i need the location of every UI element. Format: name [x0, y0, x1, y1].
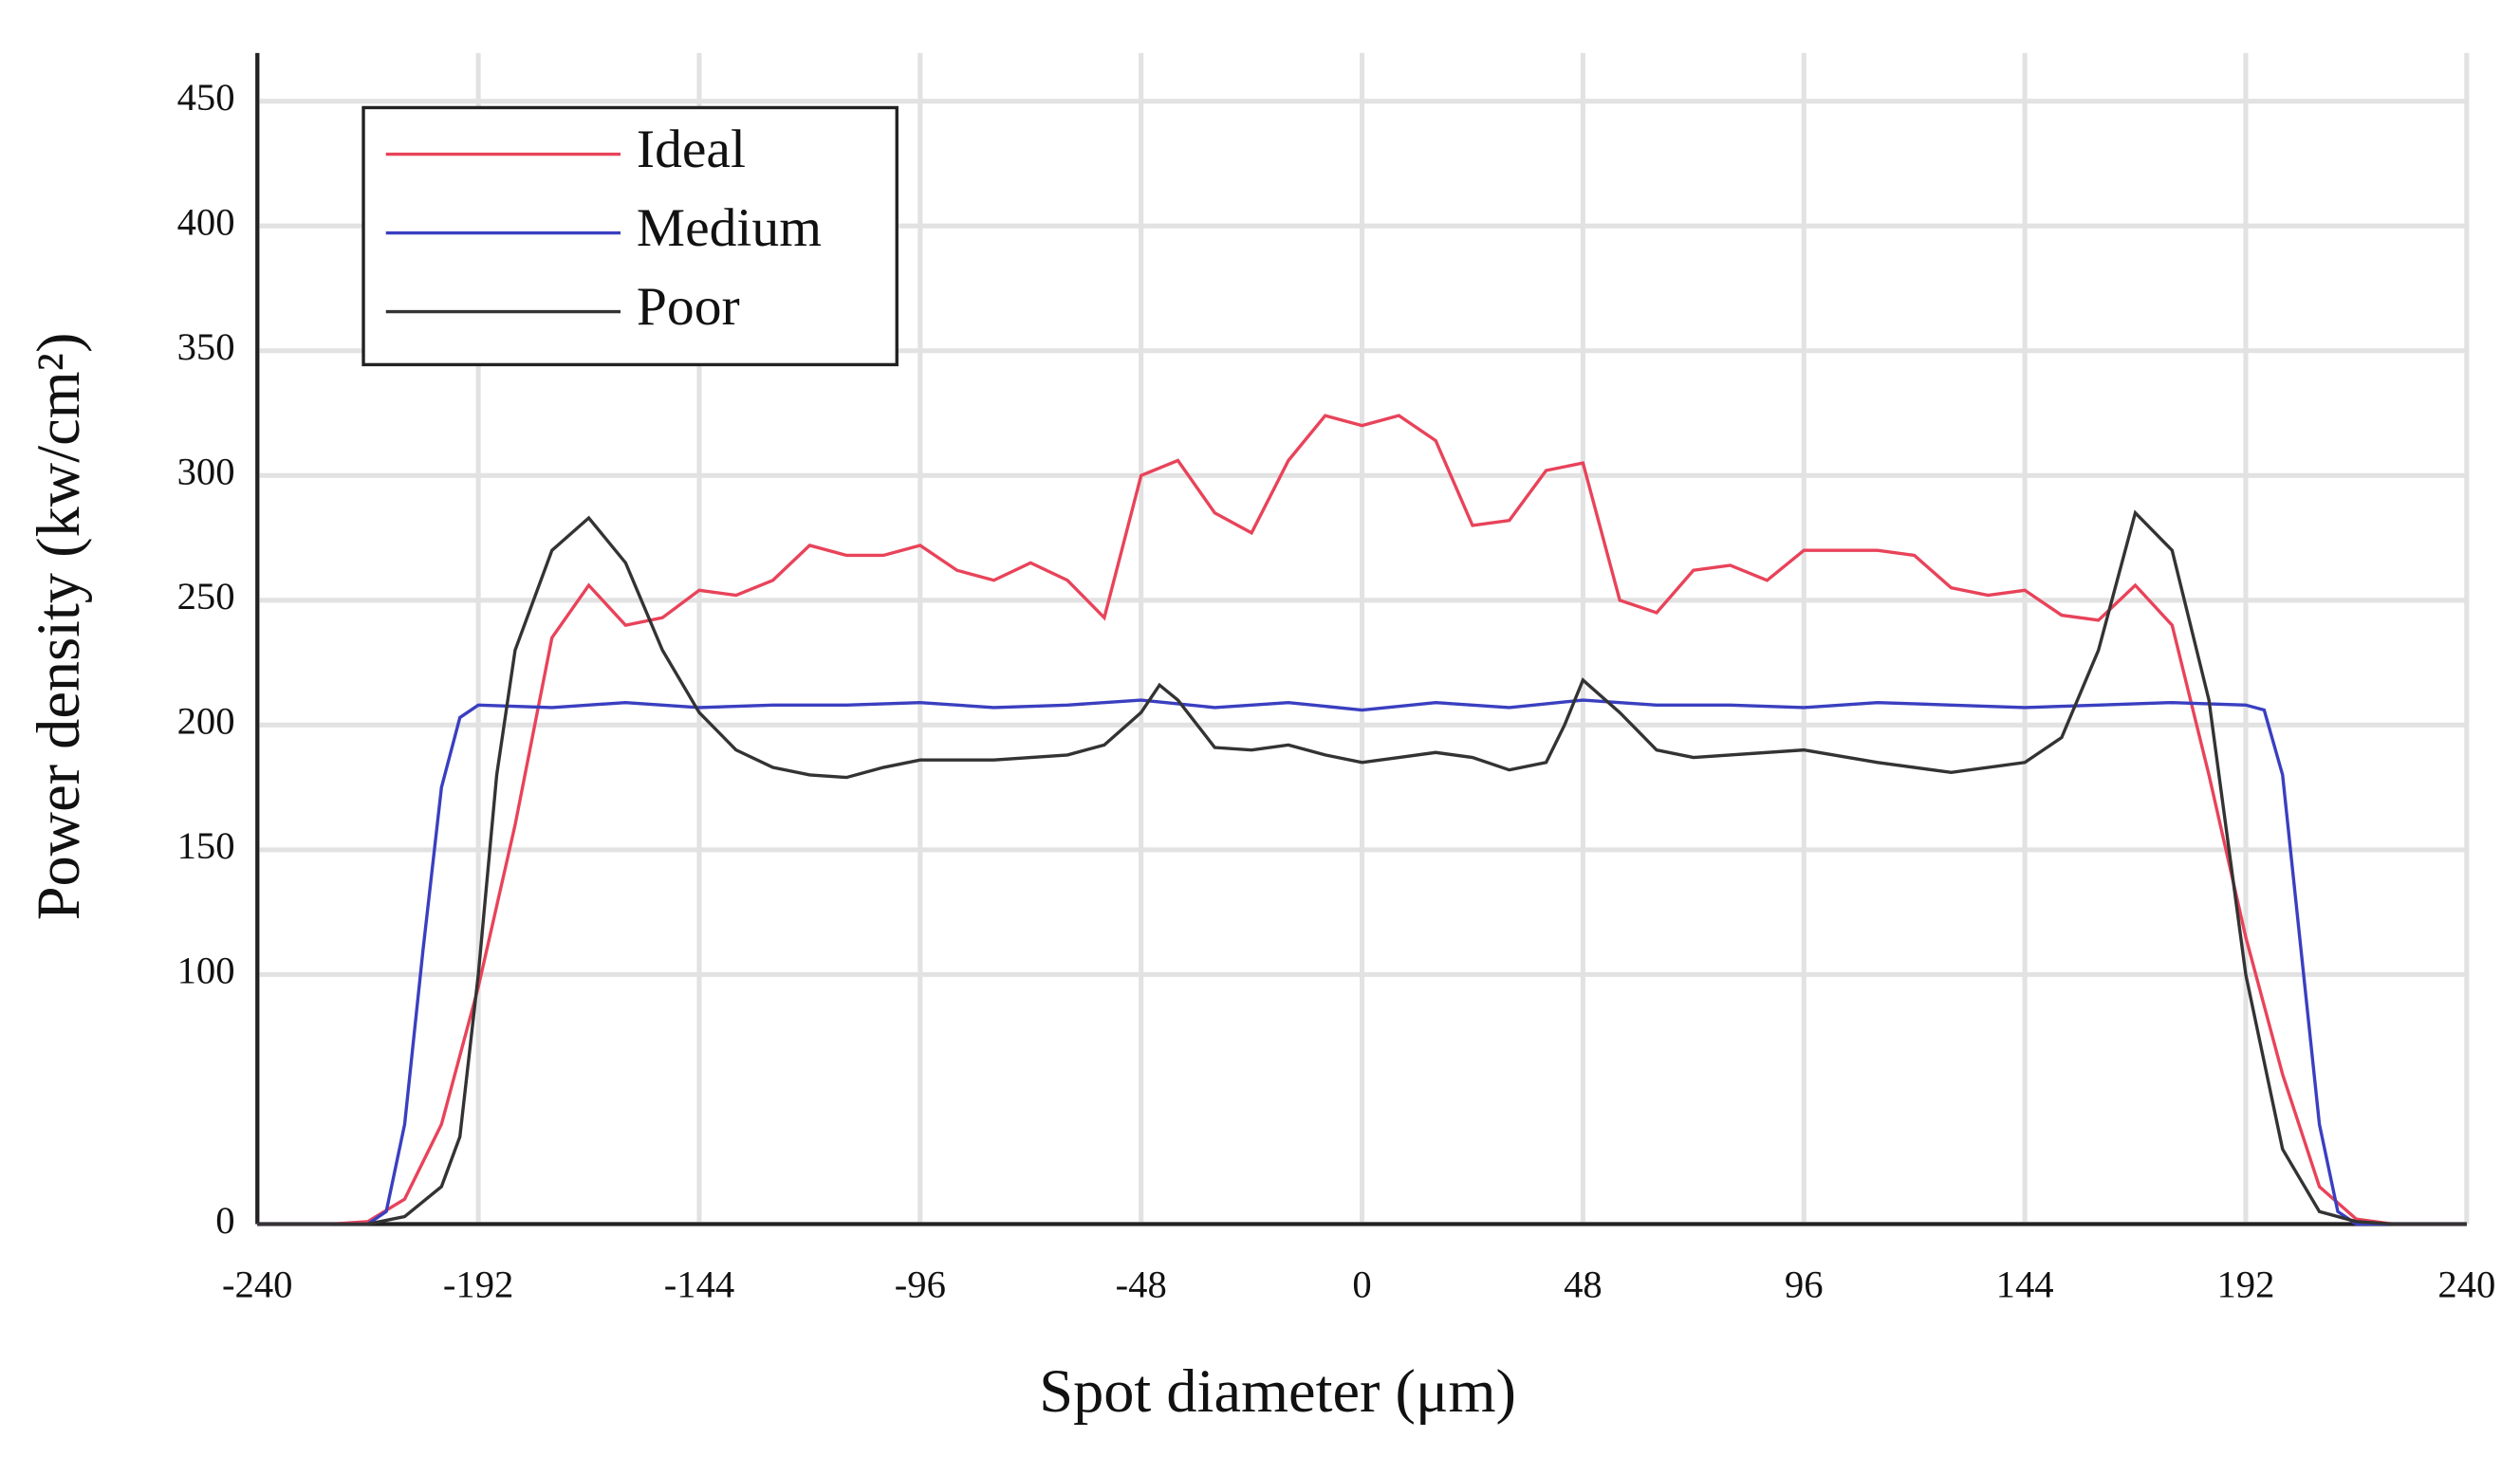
y-tick-label: 0 — [215, 1199, 234, 1242]
y-tick-label: 400 — [177, 201, 235, 244]
y-tick-label: 200 — [177, 700, 235, 743]
y-axis-label: Power density (kw/cm²) — [25, 333, 92, 921]
x-tick-label: 144 — [1996, 1263, 2054, 1306]
legend: Ideal Medium Poor — [361, 105, 899, 367]
x-tick-label: -240 — [222, 1263, 292, 1306]
x-tick-label: -144 — [664, 1263, 734, 1306]
x-tick-label: 48 — [1564, 1263, 1603, 1306]
x-tick-label: 0 — [1352, 1263, 1371, 1306]
legend-label: Poor — [637, 277, 740, 337]
legend-label: Ideal — [637, 120, 746, 179]
y-tick-label: 350 — [177, 325, 235, 368]
y-tick-label: 300 — [177, 451, 235, 493]
x-tick-label: -48 — [1116, 1263, 1167, 1306]
x-tick-label: 96 — [1785, 1263, 1824, 1306]
x-tick-label: 240 — [2437, 1263, 2495, 1306]
x-axis-label: Spot diameter (μm) — [1039, 1357, 1516, 1425]
x-tick-label: -96 — [895, 1263, 946, 1306]
data-line — [257, 698, 2467, 1226]
y-tick-label: 450 — [177, 76, 235, 119]
y-tick-label: 250 — [177, 575, 235, 618]
y-tick-label: 150 — [177, 824, 235, 867]
x-tick-label: -192 — [443, 1263, 513, 1306]
x-tick-label: 192 — [2216, 1263, 2274, 1306]
legend-box — [361, 105, 899, 367]
data-line — [257, 509, 2467, 1226]
legend-label: Medium — [637, 198, 822, 258]
y-tick-label: 100 — [177, 950, 235, 992]
